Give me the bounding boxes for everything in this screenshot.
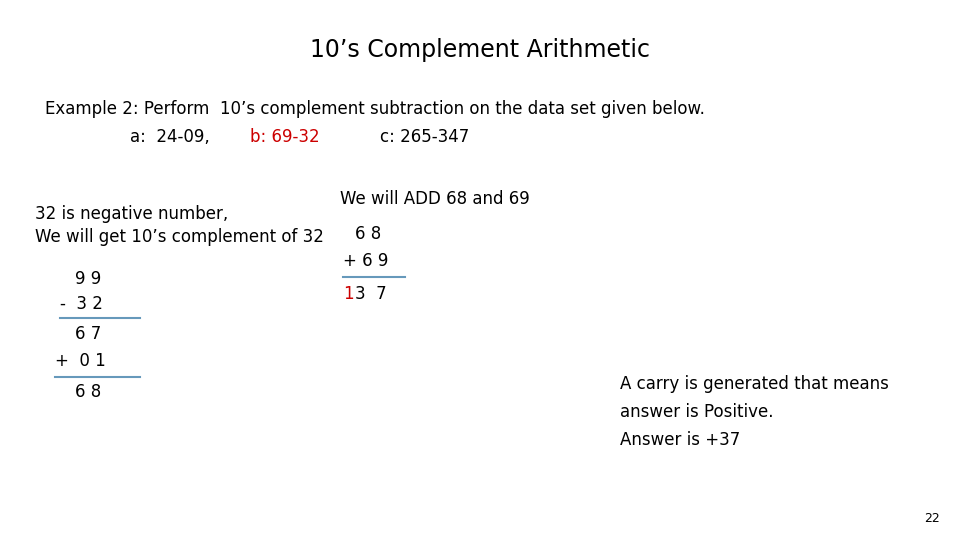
Text: 3  7: 3 7: [355, 285, 387, 303]
Text: 10’s Complement Arithmetic: 10’s Complement Arithmetic: [310, 38, 650, 62]
Text: A carry is generated that means
answer is Positive.
Answer is +37: A carry is generated that means answer i…: [620, 375, 889, 449]
Text: 32 is negative number,: 32 is negative number,: [35, 205, 228, 223]
Text: 6 8: 6 8: [355, 225, 381, 243]
Text: -  3 2: - 3 2: [60, 295, 103, 313]
Text: Example 2: Perform  10’s complement subtraction on the data set given below.: Example 2: Perform 10’s complement subtr…: [45, 100, 705, 118]
Text: a:  24-09,: a: 24-09,: [130, 128, 209, 146]
Text: We will get 10’s complement of 32: We will get 10’s complement of 32: [35, 228, 324, 246]
Text: We will ADD 68 and 69: We will ADD 68 and 69: [340, 190, 530, 208]
Text: 6 8: 6 8: [75, 383, 101, 401]
Text: 6 7: 6 7: [75, 325, 101, 343]
Text: c: 265-347: c: 265-347: [380, 128, 469, 146]
Text: + 6 9: + 6 9: [343, 252, 389, 270]
Text: 9 9: 9 9: [75, 270, 101, 288]
Text: 1: 1: [343, 285, 353, 303]
Text: b: 69-32: b: 69-32: [250, 128, 320, 146]
Text: 22: 22: [924, 512, 940, 525]
Text: +  0 1: + 0 1: [55, 352, 106, 370]
